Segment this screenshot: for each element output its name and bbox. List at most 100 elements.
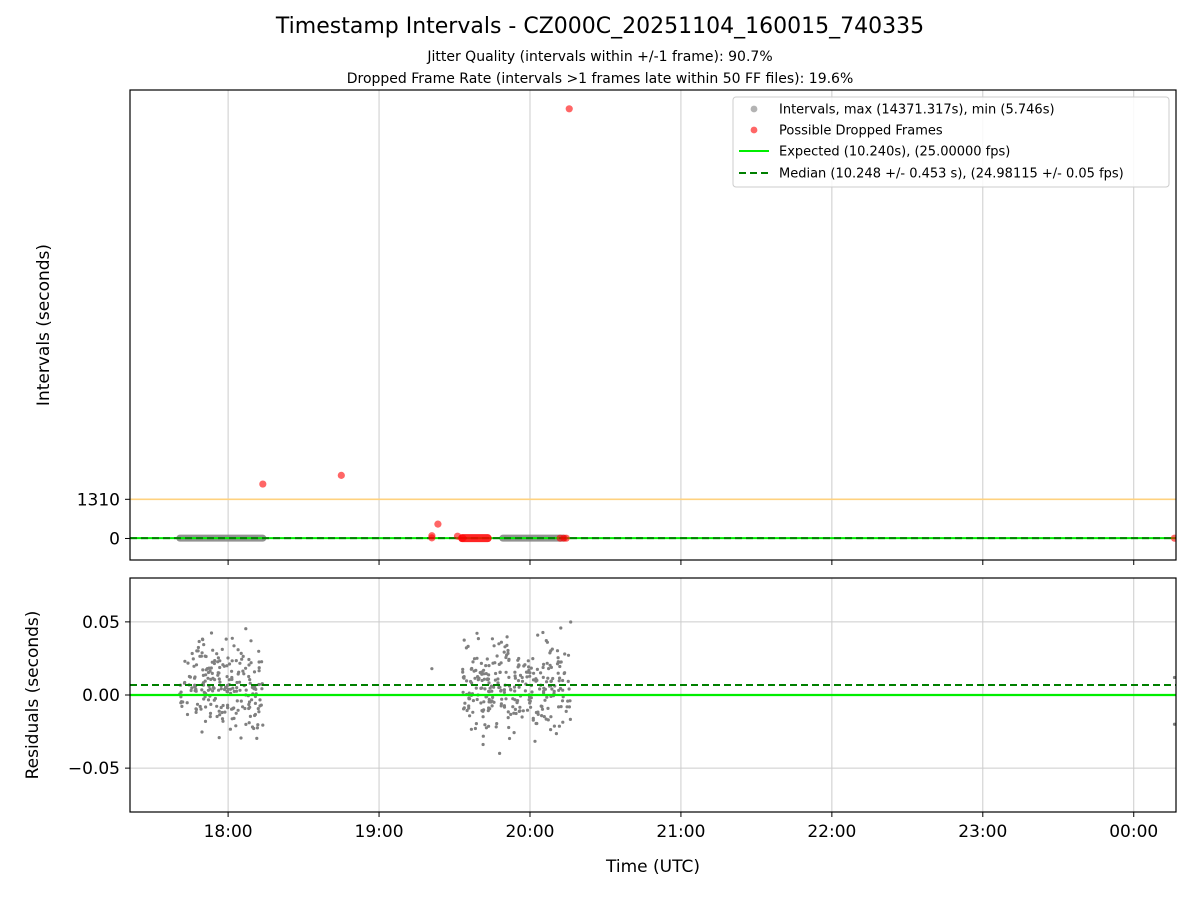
residual-point — [201, 681, 205, 685]
residual-point — [464, 646, 468, 650]
residual-point — [540, 707, 545, 711]
residual-point — [506, 710, 510, 714]
residual-point — [247, 663, 251, 667]
residual-point — [194, 707, 198, 712]
legend-entry: Possible Dropped Frames — [779, 124, 943, 139]
residual-point — [463, 701, 467, 705]
residual-point — [231, 686, 235, 690]
residual-point — [512, 731, 516, 735]
residual-point — [226, 703, 230, 707]
residual-point — [543, 698, 547, 702]
residual-point — [504, 697, 508, 701]
residual-point — [566, 679, 570, 684]
residual-point — [250, 698, 254, 702]
residual-point — [261, 723, 265, 727]
residual-point — [535, 678, 539, 683]
residual-point — [479, 661, 483, 666]
residual-point — [200, 651, 204, 655]
residual-point — [557, 705, 561, 709]
residual-point — [558, 686, 563, 691]
residual-point — [560, 699, 565, 703]
residual-point — [492, 685, 496, 689]
residual-point — [490, 704, 494, 708]
residual-point — [495, 654, 499, 658]
residual-point — [491, 695, 495, 700]
residual-point — [531, 657, 535, 661]
residual-point — [546, 676, 550, 680]
dropped-frame-point — [337, 471, 345, 479]
chart-title: Timestamp Intervals - CZ000C_20251104_16… — [275, 14, 925, 39]
residual-point — [556, 656, 560, 660]
residual-point — [191, 657, 195, 661]
residual-point — [490, 637, 494, 641]
residual-point — [539, 704, 543, 708]
residual-point — [482, 700, 486, 704]
residual-point — [502, 705, 507, 709]
residual-point — [558, 660, 562, 664]
residual-point — [536, 712, 540, 717]
y-tick-label: 0 — [109, 529, 120, 549]
residual-point — [480, 678, 484, 683]
residual-point — [513, 689, 517, 693]
residual-point — [566, 699, 570, 703]
legend-box — [732, 96, 1170, 188]
residual-point — [487, 681, 491, 685]
residual-point — [504, 655, 508, 660]
residual-point — [489, 700, 493, 704]
residual-point — [183, 659, 187, 663]
residual-point — [219, 705, 223, 710]
residual-point — [226, 706, 230, 710]
residual-point — [227, 678, 231, 682]
residual-point — [525, 675, 529, 679]
legend-entry: Expected (10.240s), (25.00000 fps) — [779, 145, 1010, 160]
residual-point — [230, 677, 234, 682]
residual-point — [561, 678, 565, 683]
residual-point — [514, 711, 518, 716]
residual-point — [226, 656, 230, 660]
residual-point — [225, 664, 229, 668]
residual-point — [472, 657, 477, 661]
residual-point — [200, 730, 204, 734]
residual-point — [219, 687, 223, 691]
residual-point — [228, 727, 232, 731]
residual-point — [557, 679, 561, 683]
intervals-axes: 0 1310 Intervals (seconds) — [34, 89, 1177, 565]
residual-point — [499, 689, 503, 693]
residual-point — [237, 680, 242, 684]
residual-point — [239, 736, 243, 740]
residual-point — [471, 660, 475, 664]
residual-point — [481, 734, 485, 738]
residual-point — [551, 676, 555, 681]
residual-point — [203, 654, 207, 658]
dropped-frame-point — [434, 520, 442, 528]
residual-point — [486, 678, 490, 682]
residual-point — [241, 705, 245, 709]
residual-point — [206, 676, 210, 680]
y-tick-label: −0.05 — [68, 759, 120, 779]
residual-point — [221, 663, 225, 667]
residual-point — [486, 709, 490, 713]
residual-point — [474, 686, 478, 690]
residual-point — [247, 721, 251, 725]
residual-point — [217, 671, 221, 675]
residual-point — [465, 679, 469, 683]
residual-point — [541, 630, 545, 635]
residual-point — [222, 687, 227, 692]
residual-point — [248, 678, 252, 682]
residual-point — [203, 719, 208, 724]
x-tick-label: 21:00 — [656, 822, 705, 842]
residual-point — [527, 665, 531, 669]
residual-point — [475, 656, 479, 660]
residual-point — [230, 636, 234, 640]
dropped-frame-point — [259, 480, 267, 488]
residual-point — [240, 657, 244, 661]
residual-point — [567, 705, 572, 709]
residual-point — [493, 661, 497, 665]
residual-point — [230, 707, 234, 711]
residual-point — [461, 667, 465, 672]
residual-point — [209, 677, 213, 682]
residual-point — [545, 680, 549, 684]
residual-point — [194, 689, 198, 693]
residual-point — [244, 666, 248, 670]
